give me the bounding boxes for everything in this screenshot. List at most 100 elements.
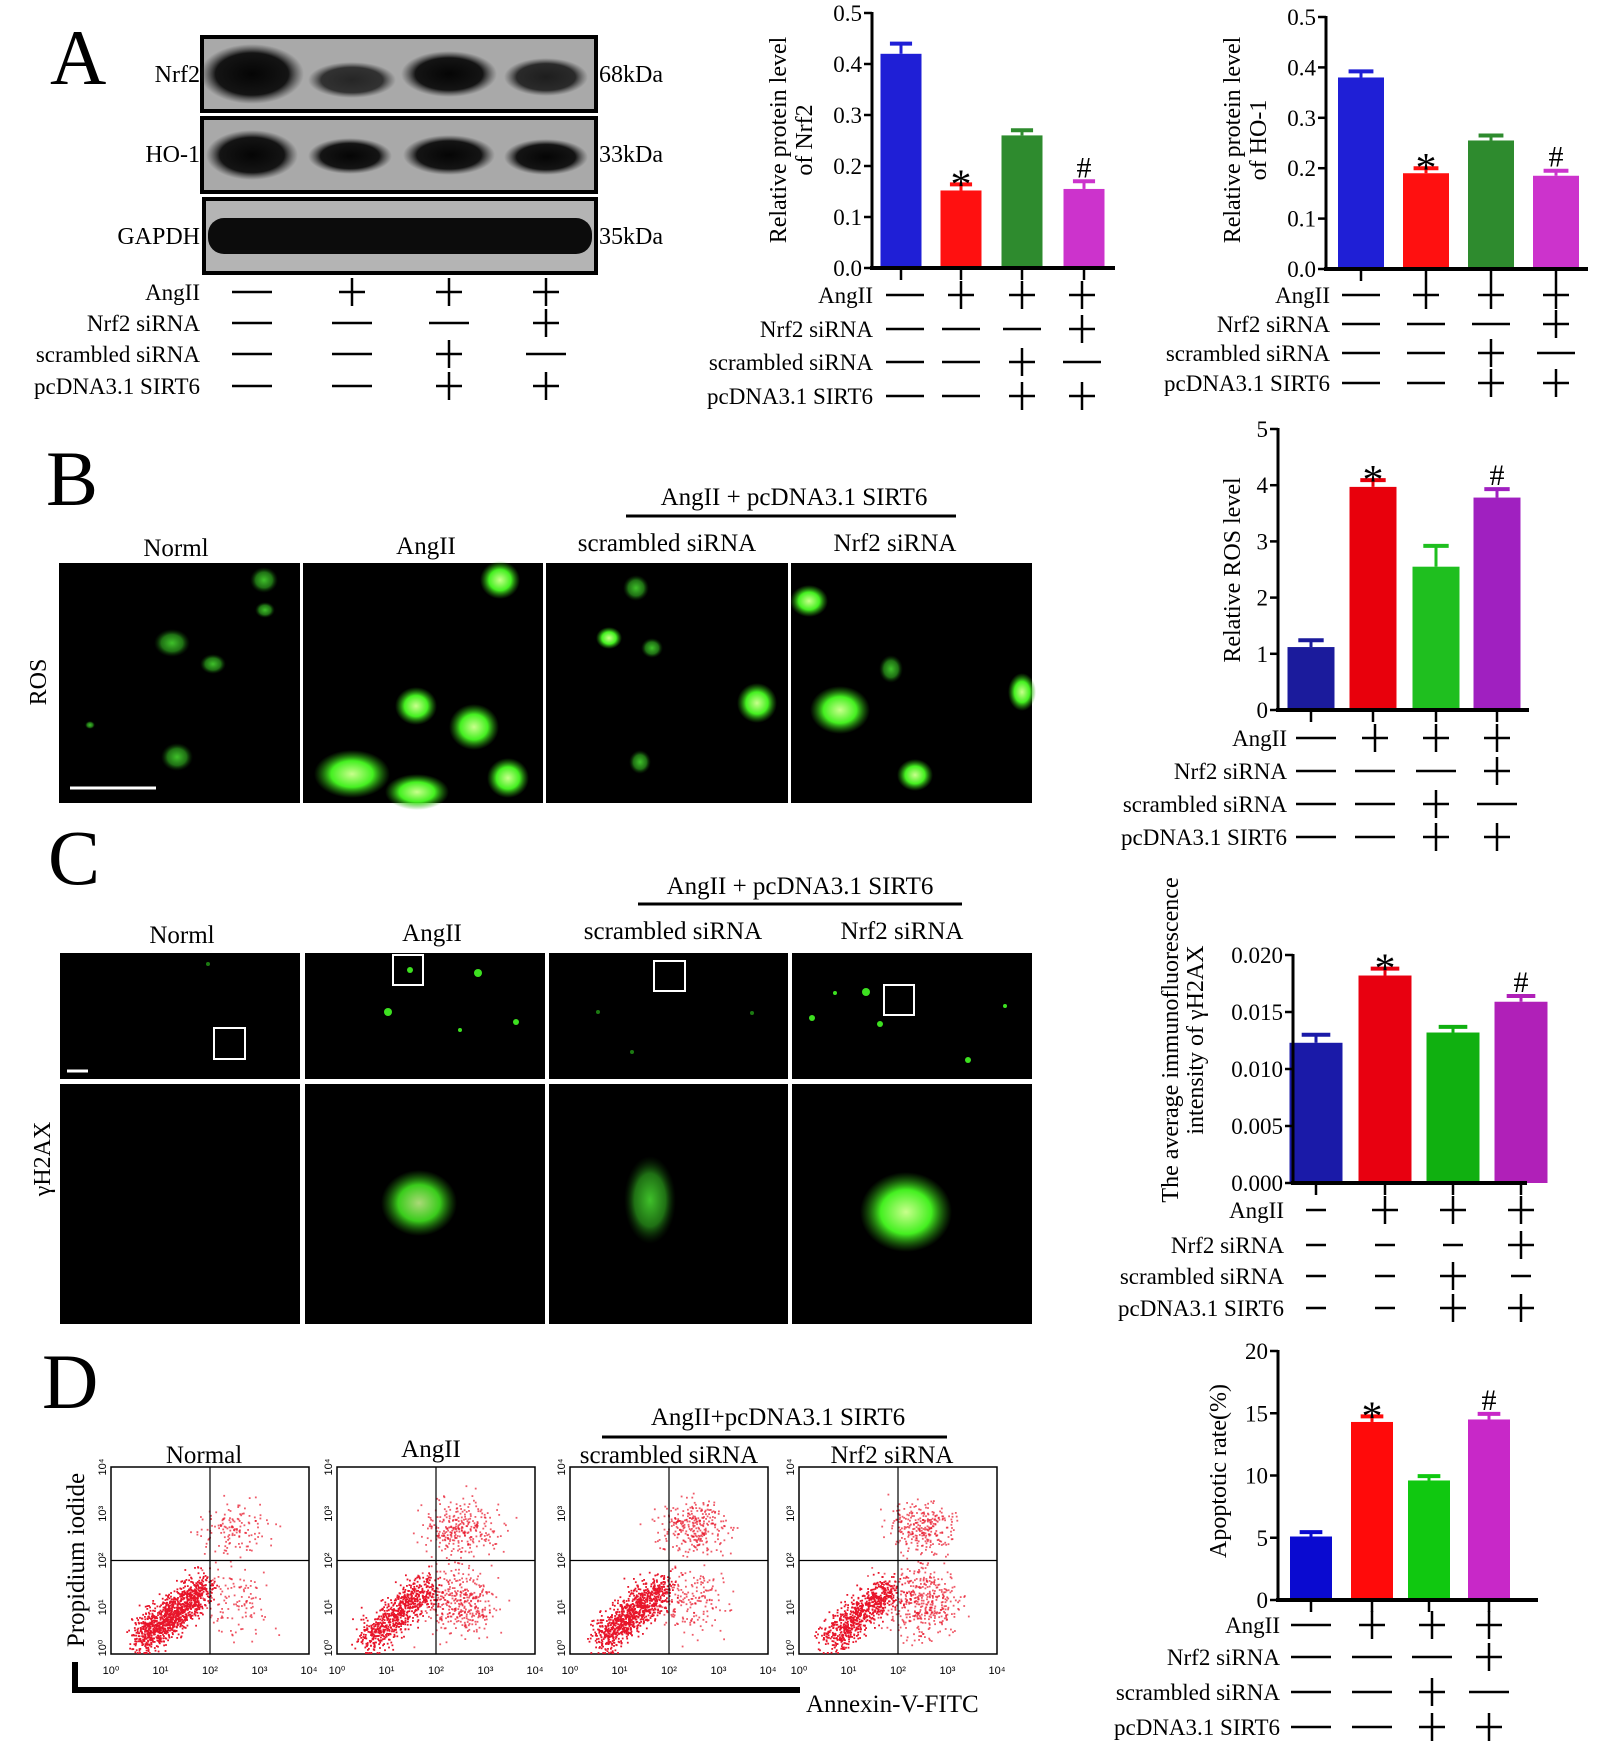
y-tick-label: 0.010	[1231, 1057, 1283, 1082]
flow-plot: 10⁰ 10⁰ 10¹ 10¹ 10² 10² 10³ 10³ 10⁴ 10⁴	[323, 1458, 544, 1677]
plus-mark	[1419, 1611, 1445, 1639]
plus-mark	[533, 278, 559, 306]
y-tick-label: 10¹	[323, 1599, 335, 1615]
bar	[1349, 486, 1397, 710]
treatment-label: Nrf2 siRNA	[1171, 1233, 1284, 1258]
x-tick-label: 10¹	[841, 1665, 857, 1677]
significance-hash: #	[1490, 459, 1505, 492]
panel-c-row-label: γH2AX	[30, 1122, 56, 1198]
y-tick-label: 10²	[556, 1552, 568, 1568]
y-tick-label: 0.1	[1287, 207, 1316, 232]
x-tick-label: 10³	[940, 1665, 956, 1677]
plus-mark	[1069, 315, 1095, 343]
y-tick-label: 0.3	[1287, 106, 1316, 131]
bar-chart-yh2ax: * #0.000 0.005 0.010 0.015 0.020 The average i…	[1158, 877, 1548, 1203]
treatment-label: scrambled siRNA	[36, 342, 201, 367]
panel-d-header: AngII+pcDNA3.1 SIRT6	[651, 1404, 905, 1431]
x-tick-label: 10²	[202, 1665, 218, 1677]
x-tick-label: 10¹	[612, 1665, 628, 1677]
blot-label-ho1: HO-1	[145, 142, 200, 168]
zoom-region-boxes	[213, 954, 915, 1060]
significance-hash: #	[1077, 151, 1092, 184]
panel-b-col-normal: Norml	[143, 535, 208, 562]
western-blot: Nrf2 HO-1 GAPDH 68kDa 33kDa 35kDa	[117, 35, 663, 275]
plus-mark	[533, 372, 559, 400]
treatment-label: scrambled siRNA	[1116, 1680, 1281, 1705]
x-tick-label: 10²	[428, 1665, 444, 1677]
x-tick-label: 10³	[478, 1665, 494, 1677]
panel-b-col-nrf2sirna: Nrf2 siRNA	[834, 530, 957, 557]
y-tick-label: 4	[1257, 473, 1269, 498]
y-tick-label: 0.2	[833, 154, 862, 179]
plus-mark	[1413, 281, 1439, 309]
panel-c-col-normal: Norml	[149, 922, 214, 949]
plus-mark	[1372, 1196, 1398, 1224]
bar	[1426, 1032, 1480, 1183]
x-tick-label: 10³	[711, 1665, 727, 1677]
y-tick-label: 0.3	[833, 103, 862, 128]
y-tick-label: 10¹	[556, 1599, 568, 1615]
bar	[1358, 975, 1412, 1183]
plus-mark	[1543, 310, 1569, 338]
flow-ylabel: Propidium iodide	[63, 1473, 90, 1647]
bar	[1287, 647, 1335, 710]
plus-mark	[1508, 1231, 1534, 1259]
y-tick-label: 0.4	[833, 52, 862, 77]
plus-mark	[1362, 724, 1388, 752]
y-tick-label: 10⁰	[97, 1639, 109, 1656]
treatment-label: AngII	[1229, 1198, 1284, 1223]
y-tick-label: 10⁴	[785, 1458, 797, 1475]
plus-mark	[436, 372, 462, 400]
y-tick-label: 10³	[323, 1505, 335, 1521]
x-tick-label: 10⁰	[791, 1665, 808, 1677]
y-tick-label: 10³	[785, 1505, 797, 1521]
ros-fluorescence-images	[59, 561, 1036, 810]
y-tick-label: 0.0	[833, 256, 862, 281]
bar-chart-apoptosis: * #0 5 10 15 20 Apoptotic rate(%)	[1206, 1339, 1538, 1613]
y-tick-label: 10⁰	[556, 1639, 568, 1656]
flow-xlabel: Annexin-V-FITC	[806, 1691, 979, 1718]
bar	[940, 190, 982, 268]
treatment-label: AngII	[818, 283, 873, 308]
plus-mark	[1423, 724, 1449, 752]
blot-size-nrf2: 68kDa	[599, 62, 663, 88]
treatment-label: scrambled siRNA	[1166, 341, 1331, 366]
x-tick-label: 10⁴	[301, 1665, 318, 1677]
plus-mark	[1476, 1611, 1502, 1639]
x-tick-label: 10²	[890, 1665, 906, 1677]
significance-asterisk: *	[1375, 947, 1396, 993]
panel-b-col-scrambled: scrambled siRNA	[578, 530, 756, 557]
panel-d-col-nrf2sirna: Nrf2 siRNA	[831, 1442, 954, 1469]
plus-mark	[1423, 790, 1449, 818]
y-axis-label: Apoptotic rate(%)	[1206, 1384, 1232, 1558]
yh2ax-fluorescence-images	[60, 953, 1032, 1324]
x-tick-label: 10⁰	[103, 1665, 120, 1677]
treatment-label: pcDNA3.1 SIRT6	[1118, 1296, 1284, 1321]
bar	[1290, 1536, 1332, 1600]
blot-nrf2	[200, 35, 598, 113]
bar	[1473, 497, 1521, 710]
plus-mark	[1478, 281, 1504, 309]
panel-d-col-angii: AngII	[401, 1436, 461, 1463]
panel-d-col-scrambled: scrambled siRNA	[580, 1442, 758, 1469]
plus-mark	[1543, 281, 1569, 309]
plus-mark	[1419, 1678, 1445, 1706]
plus-mark	[1069, 281, 1095, 309]
treatment-label: pcDNA3.1 SIRT6	[1114, 1715, 1280, 1740]
treatment-label: scrambled siRNA	[709, 350, 874, 375]
y-tick-label: 10⁴	[323, 1458, 335, 1475]
treatment-table: AngII Nrf2 siRNA scrambled siRNA pcDNA3.1 S…	[707, 281, 1101, 410]
x-tick-label: 10³	[252, 1665, 268, 1677]
y-tick-label: 10¹	[785, 1599, 797, 1615]
y-tick-label: 0.015	[1231, 1000, 1283, 1025]
y-tick-label: 10²	[97, 1552, 109, 1568]
x-tick-label: 10⁴	[989, 1665, 1006, 1677]
treatment-label: pcDNA3.1 SIRT6	[1164, 371, 1330, 396]
panel-letter-b: B	[46, 435, 98, 522]
plus-mark	[1440, 1196, 1466, 1224]
x-tick-label: 10¹	[379, 1665, 395, 1677]
flow-dot-cloud	[126, 1494, 282, 1654]
y-tick-label: 10¹	[97, 1599, 109, 1615]
treatment-label: scrambled siRNA	[1123, 792, 1288, 817]
panel-b-col-angii: AngII	[396, 533, 456, 560]
